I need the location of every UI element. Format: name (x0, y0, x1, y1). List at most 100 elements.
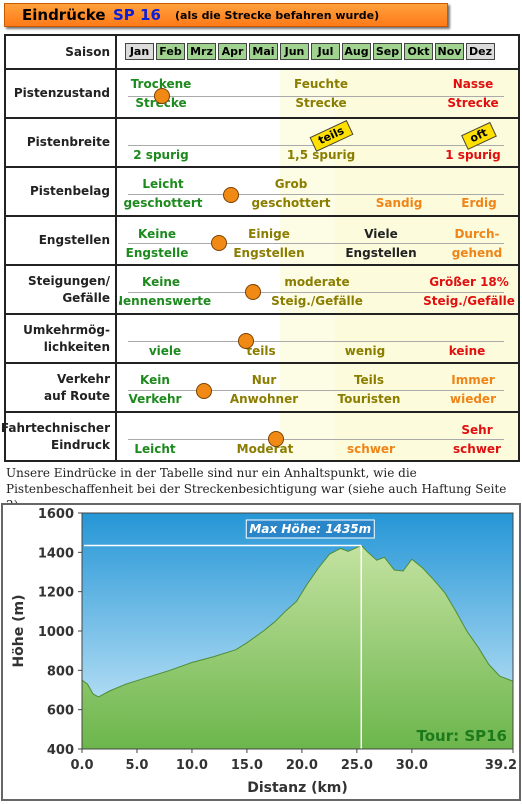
y-tick-label: 1600 (38, 507, 74, 522)
option-text: Teils (353, 373, 385, 387)
tour-label: Tour: SP16 (416, 727, 507, 745)
option-text: Leicht (142, 177, 184, 191)
elevation-area (82, 545, 513, 749)
elevation-profile-svg: Max Höhe: 1435m 400 600 800 1000 1200 1400 1600… (11, 507, 517, 796)
option-text: wenig (344, 344, 386, 358)
row-label-line: Verkehr (57, 371, 110, 386)
row-label-line: Eindruck (51, 437, 110, 452)
option-text: geschottert (123, 196, 203, 210)
month-dez: Dez (466, 43, 495, 60)
rating-marker (222, 187, 239, 203)
row-body: Kein Verkehr Nur Anwohner Teils Touriste… (119, 364, 518, 411)
row-body: Leicht geschottert Grob geschottert Sand… (119, 168, 518, 215)
rating-marker (154, 88, 171, 104)
month-mrz: Mrz (187, 43, 216, 60)
y-tick-label: 1400 (38, 546, 74, 561)
x-tick-label: 10.0 (176, 758, 208, 773)
row-pistenzustand: Pistenzustand Trockene Strecke Feuchte S… (4, 68, 520, 119)
elevation-line (81, 544, 514, 698)
option-text: Nasse (452, 77, 494, 91)
y-tick-label: 1200 (38, 586, 74, 601)
rating-marker (196, 383, 212, 399)
option-text: Engstellen (233, 246, 305, 260)
disclaimer-note: Unsere Eindrücke in der Tabelle sind nur… (6, 466, 507, 512)
month-jun: Jun (280, 43, 309, 60)
option-text: Anwohner (229, 392, 299, 406)
option-text: Kein (140, 373, 170, 387)
month-feb: Feb (156, 43, 185, 60)
option-text: Erdig (461, 196, 497, 210)
month-jul: Jul (311, 43, 340, 60)
row-steigungen: Steigungen/Gefälle Keine Nennenswerte mo… (4, 264, 520, 315)
x-tick-label: 39.2 (485, 758, 517, 773)
rating-marker (245, 284, 262, 300)
elevation-chart: Max Höhe: 1435m 400 600 800 1000 1200 1400 1600… (1, 503, 521, 801)
option-text: Strecke (447, 96, 499, 110)
rating-marker (268, 431, 285, 447)
option-text: Leicht (134, 442, 176, 456)
month-jan: Jan (125, 43, 154, 60)
option-text: Keine (141, 275, 181, 289)
month-apr: Apr (218, 43, 247, 60)
row-body: Jan Feb Mrz Apr Mai Jun Jul Aug Sep Okt Nov Dez (119, 36, 518, 68)
max-height-label: Max Höhe: 1435m (249, 522, 371, 536)
option-text: geschottert (251, 196, 331, 210)
option-text: schwer (453, 442, 501, 456)
rating-marker (237, 333, 254, 349)
x-tick-label: 15.0 (231, 758, 263, 773)
row-label: Saison (6, 36, 117, 68)
option-text: Touristen (337, 392, 401, 406)
row-label: Fahrtechnischer Eindruck (1, 413, 117, 460)
month-okt: Okt (404, 43, 433, 60)
option-text: Trockene (130, 77, 192, 91)
month-aug: Aug (342, 43, 371, 60)
option-text: viele (148, 344, 182, 358)
row-label: Pistenbreite (6, 119, 117, 166)
month-list: Jan Feb Mrz Apr Mai Jun Jul Aug Sep Okt Nov Dez (125, 43, 495, 60)
row-label: Pistenzustand (6, 70, 117, 117)
row-fahrtechnik: Fahrtechnischer Eindruck Leicht Moderat s… (1, 411, 520, 462)
page-title: Eindrücke (22, 6, 106, 24)
option-text: Sandig (375, 196, 423, 210)
option-text: Viele (364, 227, 398, 241)
row-label: Verkehr auf Route (6, 364, 117, 411)
option-text: Verkehr (128, 392, 182, 406)
option-text: Feuchte (294, 77, 348, 91)
option-text: Grob (274, 177, 308, 191)
row-body: Leicht Moderat schwer Sehr schwer (119, 413, 518, 460)
row-body: Keine Engstelle Einige Engstellen Viele … (119, 217, 518, 264)
x-axis-label: Distanz (km) (247, 780, 348, 796)
option-text: teils (246, 344, 276, 358)
option-text: Immer (451, 373, 495, 387)
row-pistenbreite: Pistenbreite 2 spurig 1,5 spurig 1 spuri… (4, 117, 520, 168)
option-text: Einige (248, 227, 290, 241)
x-tick-label: 5.0 (125, 758, 148, 773)
x-tick-label: 30.0 (396, 758, 428, 773)
row-label-line: auf Route (44, 388, 110, 403)
month-sep: Sep (373, 43, 402, 60)
row-label-line: Steigungen/ (28, 273, 110, 288)
row-label-line: lichkeiten (43, 339, 110, 354)
row-body: viele teils wenig keine (119, 315, 518, 362)
row-label: Pistenbelag (6, 168, 117, 215)
title-bar: Eindrücke SP 16 (als die Strecke befahre… (4, 3, 448, 27)
option-text: Engstellen (345, 246, 417, 260)
option-text: Nur (251, 373, 277, 387)
rating-marker (211, 235, 228, 251)
x-tick-label: 0.0 (70, 758, 93, 773)
row-label-line: Fahrtechnischer (0, 420, 110, 435)
y-tick-label: 1000 (38, 625, 74, 640)
option-text: 1 spurig (445, 148, 501, 162)
row-label-line: Gefälle (62, 290, 110, 305)
row-label: Umkehrmög-lichkeiten (6, 315, 117, 362)
route-code: SP 16 (113, 6, 161, 24)
option-text: schwer (347, 442, 395, 456)
row-umkehr: Umkehrmög-lichkeiten viele teils wenig k… (4, 313, 520, 364)
option-text: Größer 18% (429, 275, 509, 289)
row-verkehr: Verkehr auf Route Kein Verkehr Nur Anwohn… (4, 362, 520, 413)
option-text: Moderat (236, 442, 294, 456)
y-tick-label: 800 (47, 664, 74, 679)
row-label: Engstellen (6, 217, 117, 264)
row-label-line: Umkehrmög- (23, 322, 110, 337)
row-body: 2 spurig 1,5 spurig 1 spurig teils oft (119, 119, 518, 166)
